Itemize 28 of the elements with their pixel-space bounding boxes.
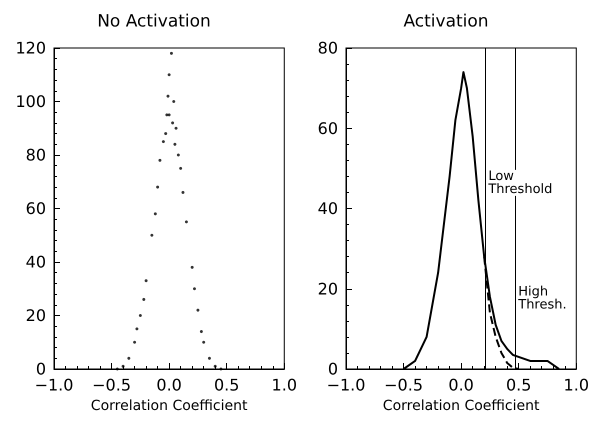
y-tick-label: 60 xyxy=(26,199,46,218)
x-tick-label: −0.5 xyxy=(384,376,423,394)
y-tick-label: 40 xyxy=(26,252,46,272)
x-tick-label: 1.0 xyxy=(564,376,590,394)
x-tick-label: −1.0 xyxy=(326,376,366,394)
x-tick-label: 1.0 xyxy=(272,376,298,394)
x-tick-label: 0.0 xyxy=(156,376,182,394)
y-tick-label: 20 xyxy=(26,306,46,325)
chart-title: Activation xyxy=(403,12,489,32)
x-tick-label: 0.5 xyxy=(506,376,532,394)
y-tick-label: 20 xyxy=(318,279,338,298)
y-tick-label: 40 xyxy=(318,199,338,218)
y-tick-label: 100 xyxy=(15,92,46,111)
y-tick-label: 80 xyxy=(26,146,46,164)
chart-title: No Activation xyxy=(97,12,211,32)
x-tick-label: −0.5 xyxy=(92,376,131,394)
x-tick-label: 0.0 xyxy=(448,376,474,394)
y-tick-label: 120 xyxy=(15,38,46,58)
ref-line-label: High Thresh. xyxy=(517,284,567,312)
x-tick-label: −1.0 xyxy=(34,376,74,394)
x-axis-title: Correlation Coefficient xyxy=(382,398,540,414)
ref-line-label: Low Threshold xyxy=(487,168,552,197)
x-axis-title: Correlation Coefficient xyxy=(90,398,248,414)
x-tick-label: 0.5 xyxy=(214,376,240,394)
y-tick-label: 80 xyxy=(318,38,338,58)
y-tick-label: 60 xyxy=(318,118,338,138)
y-tick-label: 0 xyxy=(36,360,46,378)
y-tick-label: 0 xyxy=(328,360,338,378)
